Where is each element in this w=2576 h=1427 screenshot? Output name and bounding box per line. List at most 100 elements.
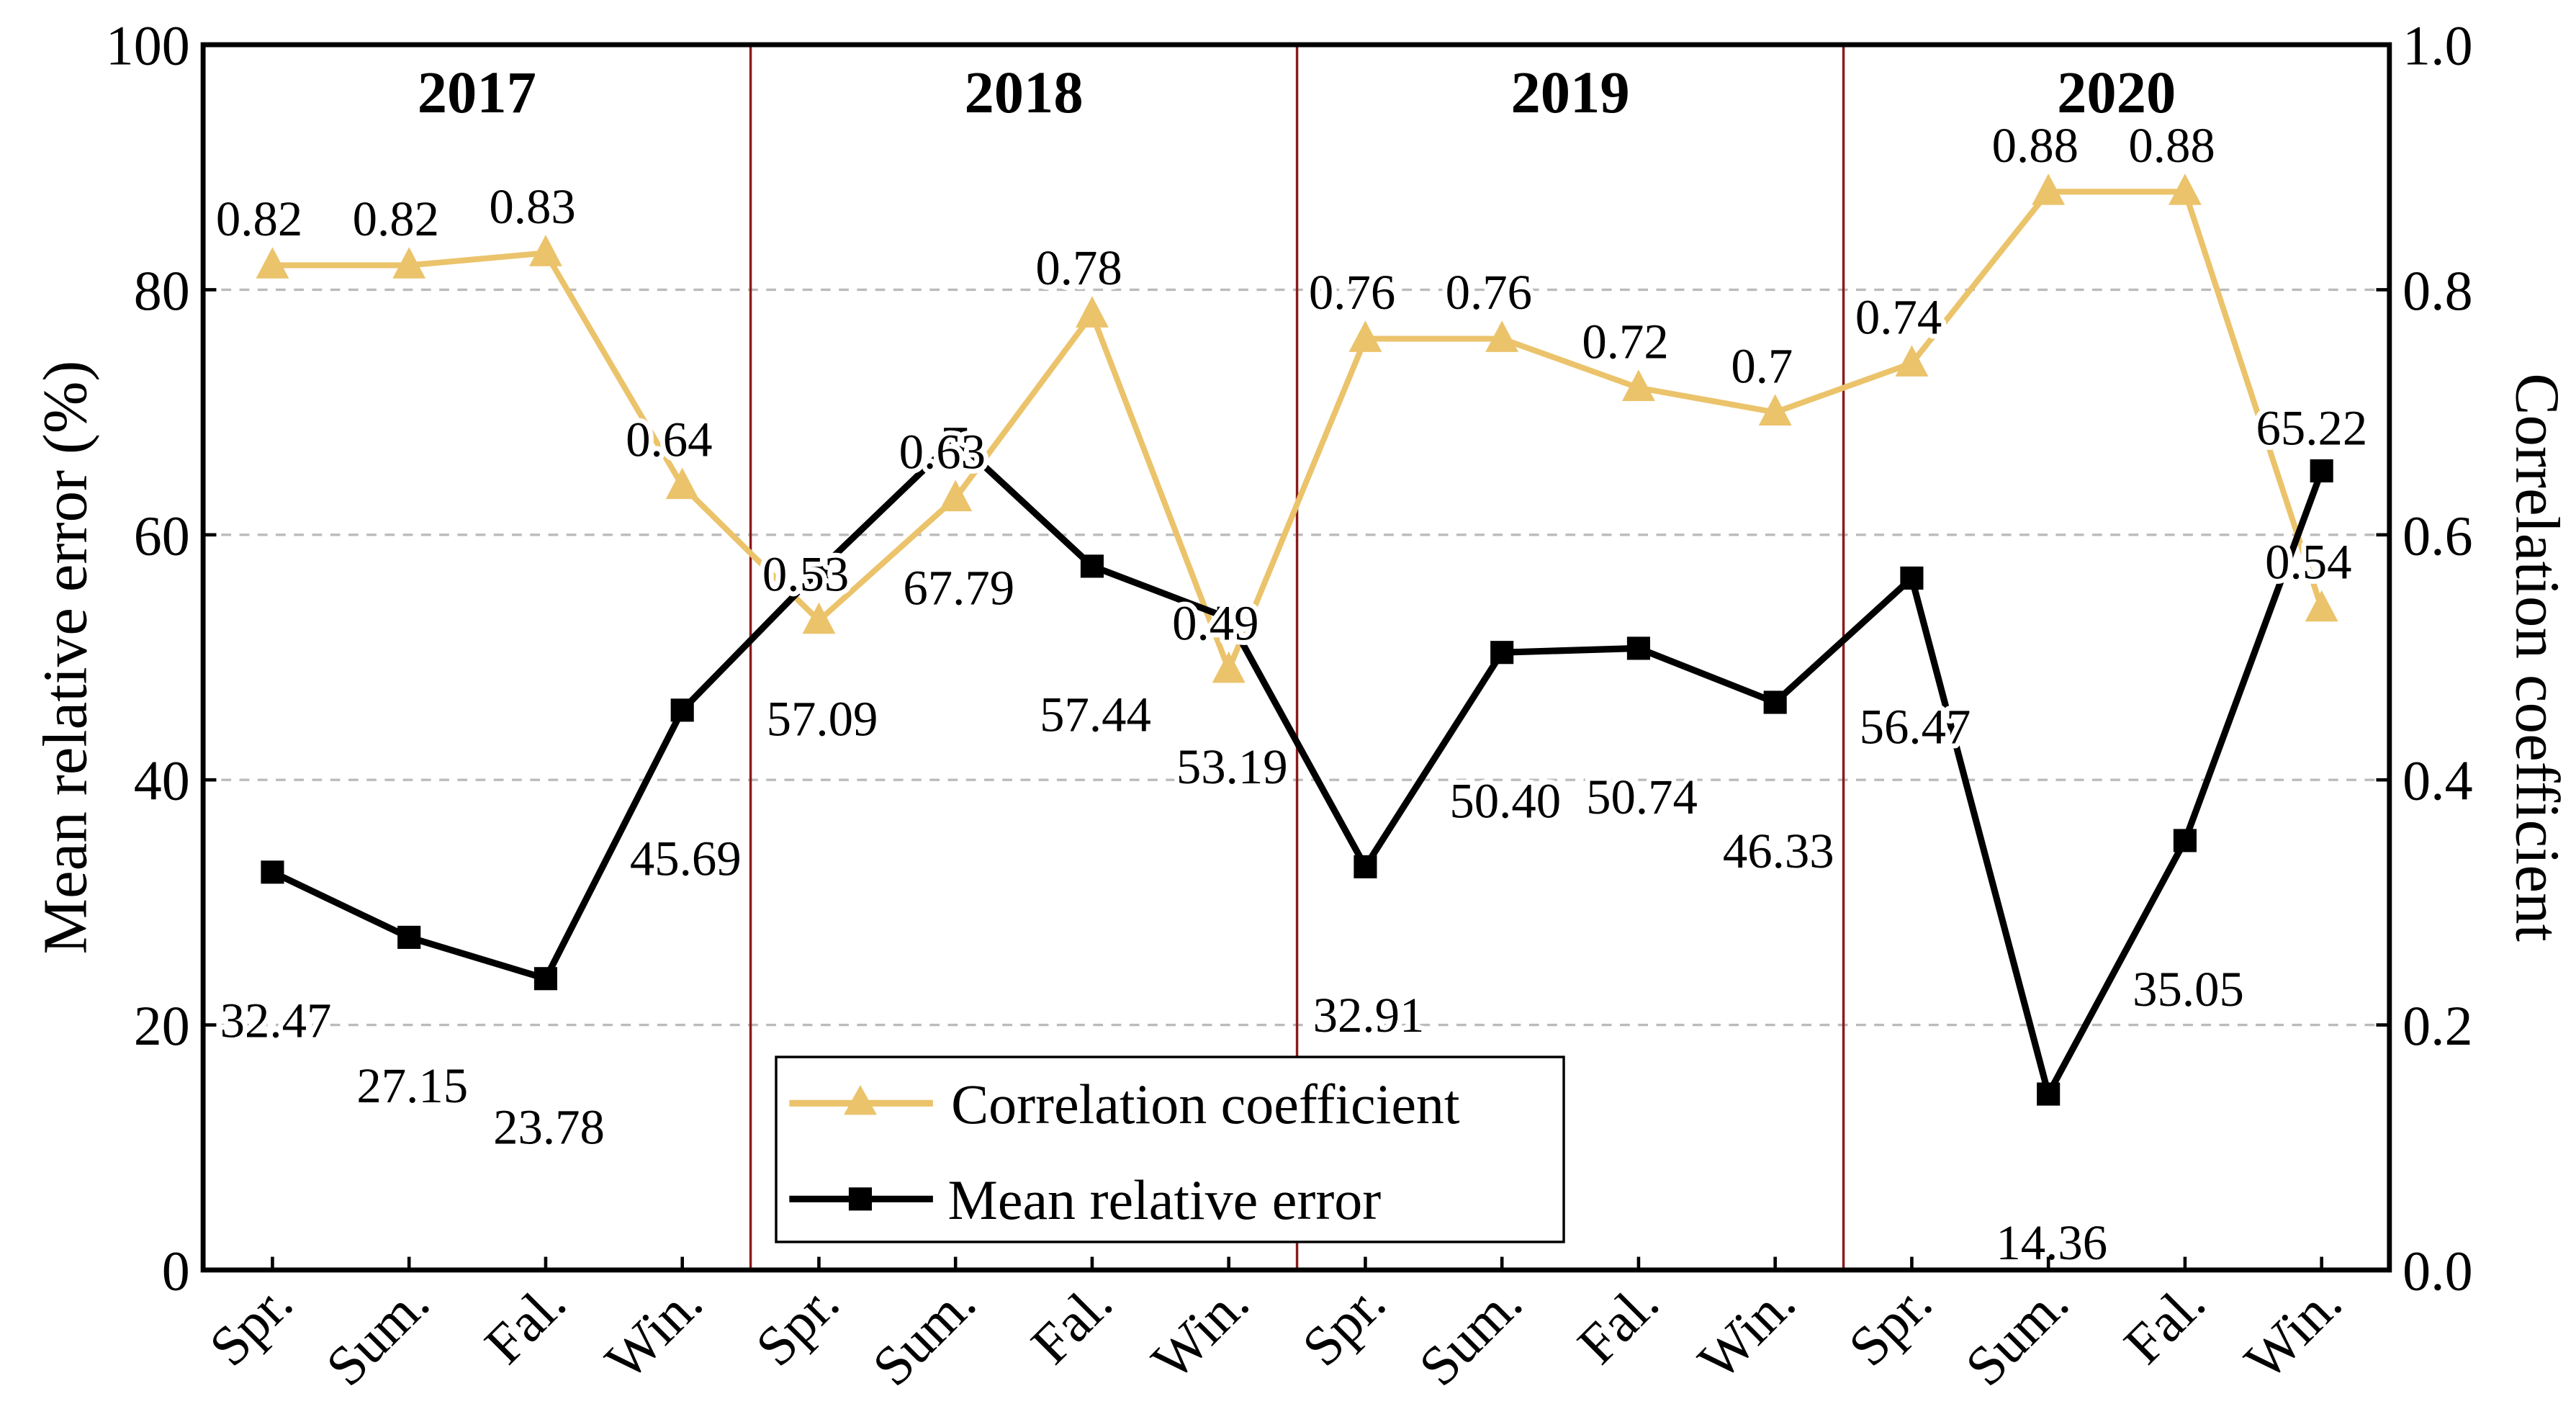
cc-marker [802, 602, 836, 634]
x-tick-label: Sum. [1954, 1271, 2081, 1398]
cc-marker [1212, 651, 1246, 683]
y2-tick-label: 0.0 [2402, 1240, 2472, 1302]
mre-data-label: 57.09 [767, 692, 878, 747]
year-labels: 2017 2018 2019 2020 [418, 59, 2176, 125]
cc-marker [1485, 320, 1519, 352]
legend-cc-marker [844, 1085, 877, 1115]
mre-data-label: 35.05 [2133, 962, 2244, 1017]
cc-marker [2305, 590, 2338, 622]
mre-data-label: 50.74 [1586, 770, 1698, 824]
cc-marker [1895, 345, 1929, 377]
cc-data-label: 0.63 [899, 424, 986, 479]
mre-marker [397, 925, 421, 949]
plot-frame [200, 42, 2392, 1273]
year-label: 2018 [965, 59, 1084, 125]
mre-marker [1080, 554, 1104, 578]
y2-tick-label: 0.2 [2402, 995, 2472, 1057]
mre-data-label: 23.78 [493, 1100, 605, 1155]
x-tick-label: Spr. [197, 1271, 304, 1378]
series-layer [256, 174, 2338, 1106]
cc-data-label: 0.64 [626, 412, 712, 467]
cc-data-label: 0.7 [1731, 338, 1793, 393]
mre-marker [2037, 1082, 2061, 1106]
y-tick-label: 0 [162, 1240, 190, 1302]
cc-marker [1348, 320, 1382, 352]
mre-marker [1900, 566, 1924, 590]
y-axis-title: Mean relative error (%) [30, 361, 99, 955]
data-labels: 0.82 0.82 0.830.640.530.630.780.490.76 0.76… [211, 113, 2372, 1275]
cc-marker [1075, 296, 1109, 328]
cc-data-label: 0.72 [1582, 314, 1668, 369]
cc-marker [392, 247, 426, 279]
mre-marker [1763, 690, 1787, 714]
mre-data-label: 56.47 [1860, 699, 1971, 754]
year-label: 2020 [2057, 59, 2176, 125]
y2-tick-label: 0.8 [2402, 260, 2472, 322]
mre-data-label: 67.79 [903, 561, 1014, 616]
mre-data-label: 27.15 [356, 1058, 468, 1113]
legend-box [775, 1055, 1565, 1243]
x-tick-label: Win. [594, 1271, 714, 1392]
y-tick-label: 20 [134, 995, 190, 1057]
year-label: 2019 [1511, 59, 1630, 125]
x-tick-label: Spr. [1290, 1271, 1397, 1378]
mre-data-label: 57.44 [1040, 688, 1151, 742]
cc-data-label: 0.76 [1309, 265, 1395, 320]
x-tick-label: Fal. [473, 1271, 577, 1376]
legend-cc-label: Correlation coefficient [951, 1073, 1460, 1135]
mre-data-label: 32.47 [220, 994, 332, 1048]
mre-marker [533, 967, 557, 991]
cc-data-label: 0.54 [2265, 535, 2351, 590]
mre-marker [1354, 855, 1377, 878]
cc-data-label: 0.82 [353, 192, 439, 246]
mre-marker [1490, 641, 1514, 665]
x-tick-label: Win. [1687, 1271, 1807, 1392]
cc-data-label: 0.49 [1172, 596, 1258, 651]
cc-data-label: 0.74 [1855, 289, 1942, 344]
mre-marker [1626, 636, 1650, 660]
cc-data-label: 0.88 [1992, 118, 2079, 173]
x-tick-label: Spr. [1837, 1271, 1943, 1378]
cc-marker [665, 467, 699, 500]
mre-marker [670, 698, 694, 722]
x-tick-label: Fal. [1019, 1271, 1124, 1376]
mre-marker [2173, 829, 2197, 852]
cc-marker [256, 247, 289, 279]
y-tick-label: 80 [134, 260, 190, 322]
cc-marker [2032, 174, 2066, 205]
y2-tick-label: 0.4 [2402, 750, 2472, 812]
legend: Correlation coefficient Mean relative er… [775, 1055, 1565, 1243]
legend-mre-label: Mean relative error [948, 1169, 1382, 1231]
mre-line [271, 434, 2325, 1103]
cc-data-label: 0.88 [2128, 118, 2215, 173]
mre-marker [261, 860, 284, 884]
mre-data-label: 45.69 [630, 832, 742, 886]
x-tick-label: Spr. [744, 1271, 850, 1378]
y-tick-label: 60 [134, 505, 190, 567]
mre-marker [807, 559, 831, 582]
year-label: 2017 [418, 59, 536, 125]
mre-data-label: 46.33 [1723, 824, 1834, 878]
x-tick-label: Fal. [2112, 1271, 2217, 1376]
x-tick-label: Sum. [1408, 1271, 1534, 1398]
cc-marker [1621, 369, 1655, 401]
cc-data-label: 0.53 [762, 547, 849, 602]
cc-line [272, 189, 2325, 678]
cc-data-label: 0.76 [1446, 265, 1532, 320]
legend-mre-marker [848, 1187, 873, 1211]
y2-tick-label: 1.0 [2402, 15, 2472, 77]
mre-marker [1217, 606, 1240, 630]
cc-marker [1758, 394, 1792, 426]
cc-marker [2168, 174, 2202, 205]
mre-marker [2310, 459, 2333, 483]
cc-marker [529, 235, 562, 266]
x-tick-label: Win. [1140, 1271, 1261, 1392]
x-tick-label: Sum. [315, 1271, 441, 1398]
cc-data-label: 0.78 [1035, 240, 1122, 295]
x-tick-label: Sum. [861, 1271, 988, 1398]
cc-data-label: 0.82 [216, 192, 302, 246]
y-tick-label: 40 [134, 750, 190, 812]
mre-data-label: 53.19 [1176, 739, 1288, 794]
cc-marker [939, 480, 973, 512]
